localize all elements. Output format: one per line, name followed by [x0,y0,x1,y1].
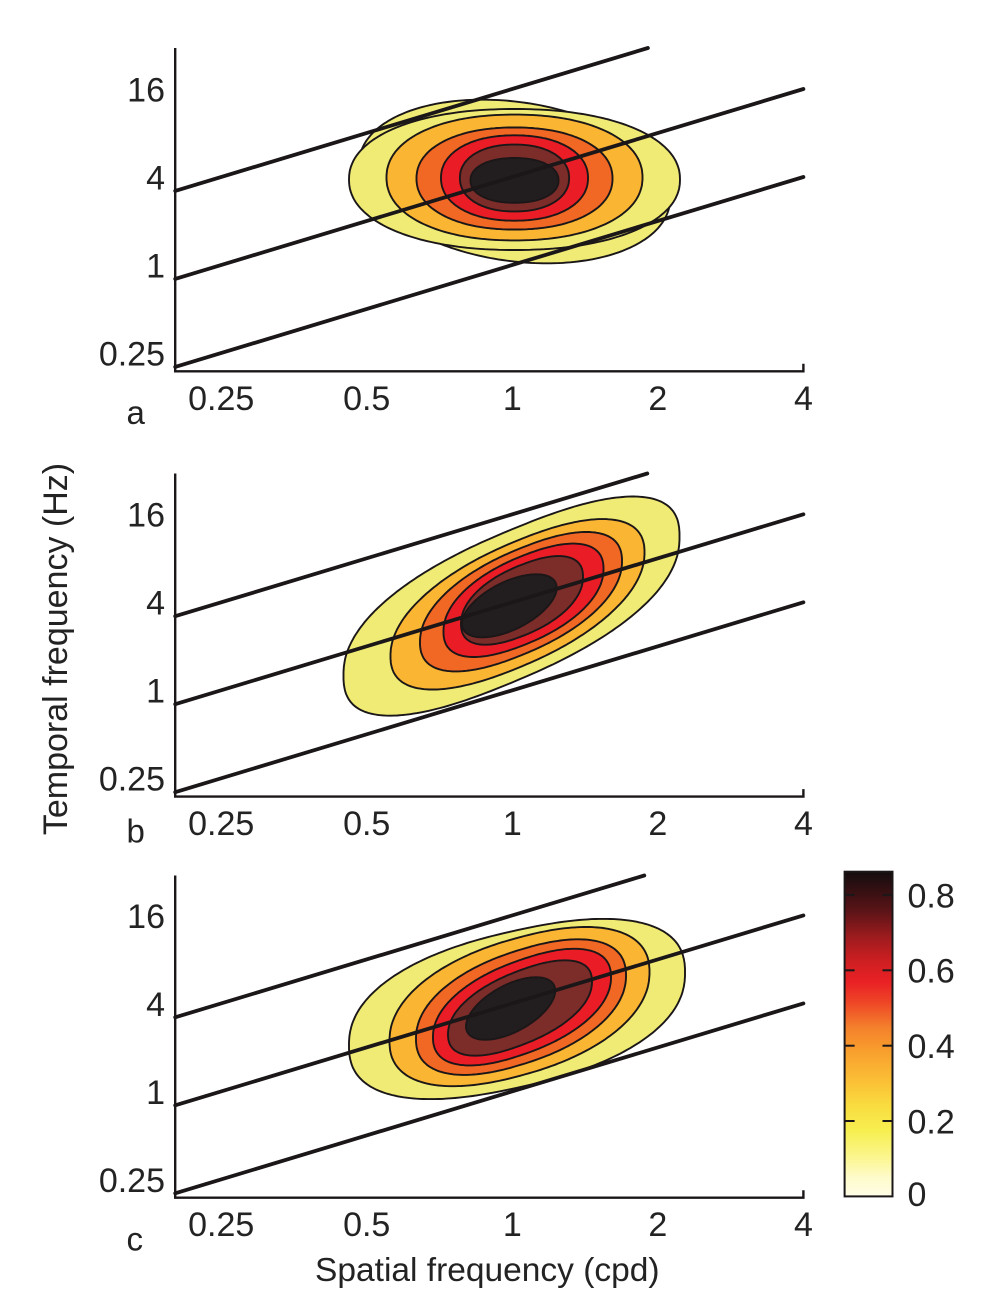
svg-text:0.8: 0.8 [908,877,955,915]
svg-text:1: 1 [503,380,522,418]
svg-text:4: 4 [794,805,813,843]
svg-text:0.25: 0.25 [99,335,165,373]
svg-text:0: 0 [908,1176,927,1214]
svg-text:0.2: 0.2 [908,1103,955,1141]
svg-text:0.6: 0.6 [908,953,955,991]
svg-text:0.5: 0.5 [343,1206,390,1244]
svg-text:4: 4 [146,585,165,623]
svg-text:0.5: 0.5 [343,380,390,418]
svg-text:0.5: 0.5 [343,805,390,843]
svg-text:2: 2 [648,1206,667,1244]
svg-text:1: 1 [503,1206,522,1244]
svg-text:c: c [127,1220,144,1257]
svg-text:b: b [127,813,145,850]
svg-text:2: 2 [648,380,667,418]
svg-text:16: 16 [127,497,165,535]
svg-text:a: a [127,394,146,431]
svg-text:0.25: 0.25 [188,380,254,418]
svg-text:0.4: 0.4 [908,1028,955,1066]
svg-text:4: 4 [794,1206,813,1244]
svg-text:4: 4 [146,986,165,1024]
svg-text:0.25: 0.25 [188,1206,254,1244]
svg-text:16: 16 [127,71,165,109]
svg-text:2: 2 [648,805,667,843]
svg-text:1: 1 [146,1074,165,1112]
svg-text:Spatial frequency (cpd): Spatial frequency (cpd) [315,1252,660,1289]
svg-text:Temporal frequency (Hz): Temporal frequency (Hz) [37,463,75,835]
svg-text:0.25: 0.25 [99,1162,165,1200]
svg-text:1: 1 [146,673,165,711]
svg-text:0.25: 0.25 [188,805,254,843]
svg-text:1: 1 [146,247,165,285]
svg-text:0.25: 0.25 [99,761,165,799]
svg-text:1: 1 [503,805,522,843]
svg-text:4: 4 [146,159,165,197]
svg-text:16: 16 [127,898,165,936]
svg-text:4: 4 [794,380,813,418]
